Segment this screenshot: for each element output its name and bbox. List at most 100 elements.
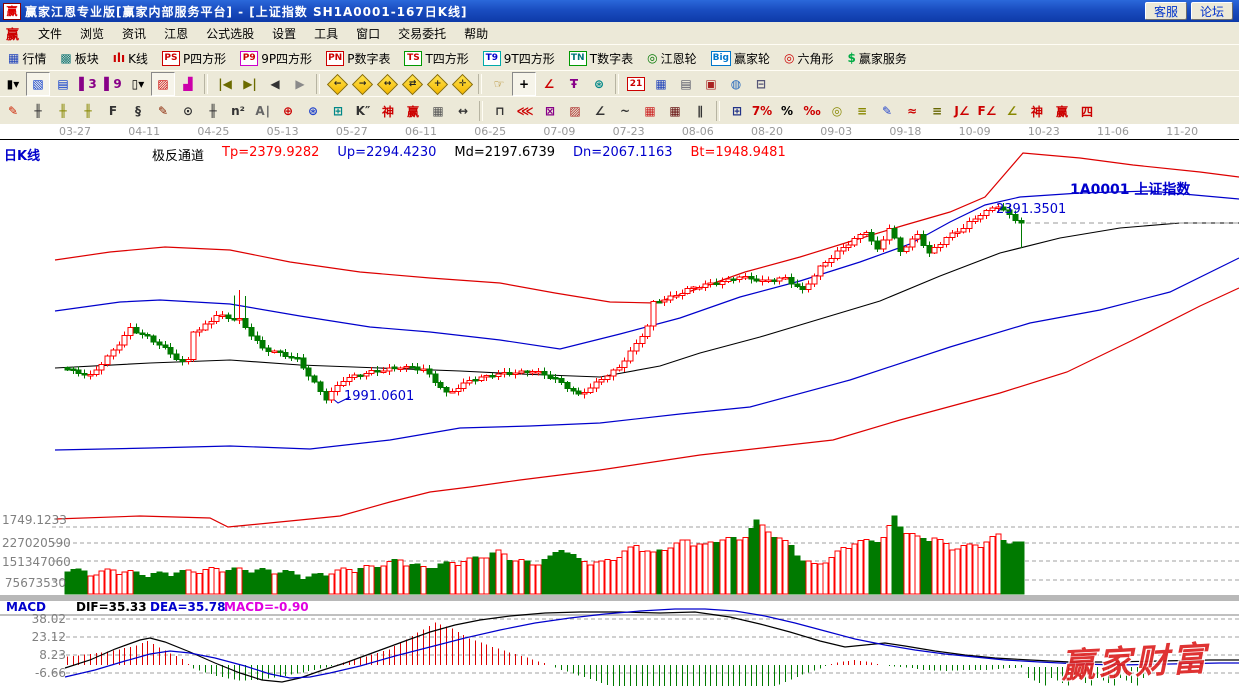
pencil-ruler-button[interactable]: ✎ <box>151 99 175 123</box>
f-angle-button[interactable]: F∠ <box>975 99 999 123</box>
a-wave-button[interactable]: ≈ <box>900 99 924 123</box>
diamond-left-button[interactable]: ← <box>325 72 349 96</box>
span-measure-button[interactable]: ↔ <box>451 99 475 123</box>
percent-7-button[interactable]: 7% <box>750 99 774 123</box>
star-web-button[interactable]: ⊛ <box>301 99 325 123</box>
last-bar-button[interactable]: ▶| <box>238 72 262 96</box>
menu-item-3[interactable]: 江恩 <box>164 26 189 41</box>
gann-tool-button[interactable]: Ŧ <box>562 72 586 96</box>
kline-chart-canvas[interactable] <box>0 140 1239 688</box>
sectors-button[interactable]: ▩ 板块 <box>54 48 104 69</box>
angle-measure-button[interactable]: ∠ <box>537 72 561 96</box>
menu-item-1[interactable]: 浏览 <box>80 26 105 41</box>
purple-bars-3-button[interactable]: ▌3 <box>76 72 100 96</box>
crosshair-tool-button[interactable]: + <box>512 72 536 96</box>
angle-lines-button[interactable]: ∠ <box>588 99 612 123</box>
diamond-expand-button[interactable]: ↔ <box>375 72 399 96</box>
hexagon-button[interactable]: ◎ 六角形 <box>778 48 840 69</box>
list-grid-button[interactable]: ⊞ <box>725 99 749 123</box>
diamond-left-button-icon: ← <box>326 73 348 95</box>
t-number-table-button[interactable]: TN T数字表 <box>563 48 639 69</box>
info-list-button[interactable]: ▤ <box>51 72 75 96</box>
shen-angle-button[interactable]: 神 <box>1025 99 1049 123</box>
gold-levels-2-button[interactable]: ≡ <box>925 99 949 123</box>
forum-button[interactable]: 论坛 <box>1190 2 1233 20</box>
hand-tool-button[interactable]: ☞ <box>487 72 511 96</box>
pattern-red-button[interactable]: ▨ <box>151 72 175 96</box>
web-save-button[interactable]: ◍ <box>724 72 748 96</box>
red-grid-button[interactable]: ▦ <box>638 99 662 123</box>
j-angle-button[interactable]: J∠ <box>950 99 974 123</box>
diamond-right-button[interactable]: → <box>350 72 374 96</box>
box-fan-button[interactable]: ▨ <box>563 99 587 123</box>
t-square-button[interactable]: TS T四方形 <box>398 48 474 69</box>
draw-pencil-button[interactable]: ✎ <box>1 99 25 123</box>
menu-item-4[interactable]: 公式选股 <box>206 26 255 41</box>
diamond-move-button[interactable]: ✛ <box>450 72 474 96</box>
first-bar-button[interactable]: |◀ <box>213 72 237 96</box>
calculator-button[interactable]: ▦ <box>649 72 673 96</box>
diamond-compress-button[interactable]: + <box>425 72 449 96</box>
gann-wheel-button[interactable]: ◎ 江恩轮 <box>641 48 703 69</box>
print-button[interactable]: ⊟ <box>749 72 773 96</box>
web-analysis-button[interactable]: ⊛ <box>587 72 611 96</box>
dark-grid-button[interactable]: ▦ <box>663 99 687 123</box>
grid-123-button[interactable]: ▦ <box>426 99 450 123</box>
parallel-lines-button[interactable]: ∥ <box>688 99 712 123</box>
n-square-button[interactable]: n² <box>226 99 250 123</box>
kline-button[interactable]: ılı K线 <box>107 48 154 69</box>
ying-angle-button[interactable]: 赢 <box>1050 99 1074 123</box>
menu-item-5[interactable]: 设置 <box>272 26 297 41</box>
a-line-button[interactable]: A∣ <box>251 99 275 123</box>
gold-angle-button[interactable]: ∠ <box>1000 99 1024 123</box>
nine-p-square-button[interactable]: P9 9P四方形 <box>234 48 318 69</box>
k-mark-button[interactable]: K″ <box>351 99 375 123</box>
prev-bar-button[interactable]: ◀ <box>263 72 287 96</box>
menu-item-9[interactable]: 帮助 <box>464 26 489 41</box>
menu-item-7[interactable]: 窗口 <box>356 26 381 41</box>
diamond-swap-button[interactable]: ⇄ <box>400 72 424 96</box>
fan-box-button[interactable]: ⊠ <box>538 99 562 123</box>
winner-wheel-button[interactable]: Big 赢家轮 <box>705 48 776 69</box>
p-square-button[interactable]: PS P四方形 <box>156 48 232 69</box>
target-circle-button[interactable]: ⊕ <box>276 99 300 123</box>
pattern-blue-button[interactable]: ▧ <box>26 72 50 96</box>
volume-profile-button[interactable]: ▟ <box>176 72 200 96</box>
box-tool-button[interactable]: ⊓ <box>488 99 512 123</box>
save-button[interactable]: ▣ <box>699 72 723 96</box>
menu-item-6[interactable]: 工具 <box>314 26 339 41</box>
time-ruler-button[interactable]: ╫ <box>201 99 225 123</box>
next-bar-button[interactable]: ▶ <box>288 72 312 96</box>
si-angle-button[interactable]: 四 <box>1075 99 1099 123</box>
menu-item-2[interactable]: 资讯 <box>122 26 147 41</box>
gold-levels-button[interactable]: ≡ <box>850 99 874 123</box>
notes-button[interactable]: ▤ <box>674 72 698 96</box>
p-number-table-button[interactable]: PN P数字表 <box>320 48 396 69</box>
percent-button[interactable]: % <box>775 99 799 123</box>
calendar-button[interactable]: 21 <box>624 72 648 96</box>
winner-wheel-button-label: 赢家轮 <box>734 51 771 66</box>
gold-ruler-1-button[interactable]: ╫ <box>51 99 75 123</box>
customer-service-button[interactable]: 客服 <box>1144 2 1187 20</box>
gann-clock-button[interactable]: ⊙ <box>176 99 200 123</box>
hollow-candle-dropdown-button[interactable]: ▯▾ <box>126 72 150 96</box>
f-ruler-button[interactable]: F <box>101 99 125 123</box>
wave-lines-button[interactable]: ~ <box>613 99 637 123</box>
shen-ruler-button[interactable]: 神 <box>376 99 400 123</box>
gold-circle-button[interactable]: ◎ <box>825 99 849 123</box>
nine-t-square-button[interactable]: T9 9T四方形 <box>477 48 561 69</box>
menu-item-0[interactable]: 文件 <box>38 26 63 41</box>
kline-style-dropdown-button[interactable]: ▮▾ <box>1 72 25 96</box>
ruler-button[interactable]: ╫ <box>26 99 50 123</box>
grid-web-button[interactable]: ⊞ <box>326 99 350 123</box>
winner-service-button[interactable]: $ 赢家服务 <box>842 48 913 69</box>
fan-lines-button[interactable]: ⋘ <box>513 99 537 123</box>
purple-bars-9-button[interactable]: ▌9 <box>101 72 125 96</box>
gold-ruler-2-button[interactable]: ╫ <box>76 99 100 123</box>
permille-button[interactable]: ‰ <box>800 99 824 123</box>
flag-pencil-button[interactable]: ✎ <box>875 99 899 123</box>
ying-ruler-button[interactable]: 赢 <box>401 99 425 123</box>
menu-item-8[interactable]: 交易委托 <box>398 26 447 41</box>
quotes-button[interactable]: ▦ 行情 <box>2 48 52 69</box>
spiral-button[interactable]: § <box>126 99 150 123</box>
